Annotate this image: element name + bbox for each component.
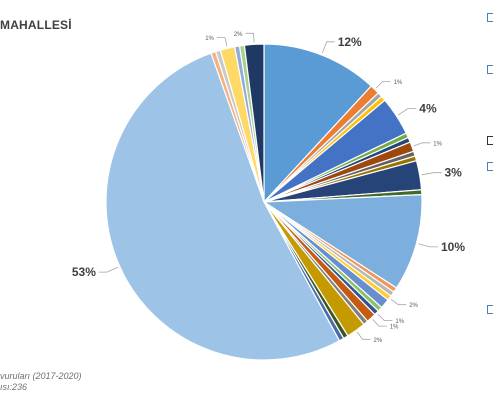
slice-label: 1% (433, 141, 442, 147)
pie-slices (105, 43, 423, 361)
leader-line (356, 331, 371, 340)
slice-label: 1% (390, 325, 399, 331)
slice-label: 1% (205, 36, 214, 42)
slice-label: 53% (72, 265, 96, 279)
leader-line (372, 319, 387, 327)
pie-slice (105, 52, 341, 361)
leader-line (421, 172, 442, 176)
leader-line (245, 32, 255, 43)
slice-label: 2% (234, 32, 243, 38)
slice-label: 2% (374, 338, 383, 344)
legend-marker (487, 162, 493, 171)
slice-label: 1% (394, 80, 403, 86)
slice-label: 1% (395, 319, 404, 325)
leader-line (98, 266, 119, 273)
pie-slice (262, 194, 423, 289)
legend-marker (487, 13, 493, 22)
leader-line (377, 314, 393, 322)
pie-slice (263, 43, 373, 204)
slice-label: 2% (409, 303, 418, 309)
leader-lines (98, 32, 442, 340)
leader-line (413, 142, 431, 147)
source-footnote: vuruları (2017-2020) ısı:236 (0, 371, 82, 393)
pie-slice (243, 43, 265, 203)
leader-line (397, 108, 417, 116)
legend-marker (487, 65, 493, 74)
slice-label: 4% (419, 101, 437, 115)
leader-line (321, 41, 335, 54)
data-labels: 12%1%4%1%3%10%2%1%1%2%53%1%2% (72, 32, 465, 344)
leader-line (390, 298, 407, 306)
leader-line (418, 243, 438, 248)
slice-label: 10% (441, 240, 465, 254)
leader-line (376, 81, 391, 89)
slice-label: 12% (338, 35, 362, 49)
leader-line (216, 37, 228, 47)
slice-label: 3% (445, 166, 463, 180)
legend-marker (487, 305, 493, 314)
source-line: vuruları (2017-2020) (0, 371, 82, 381)
chart-title: MAHALLESİ (0, 18, 72, 32)
count-line: ısı:236 (0, 382, 28, 392)
legend-marker (487, 136, 493, 145)
